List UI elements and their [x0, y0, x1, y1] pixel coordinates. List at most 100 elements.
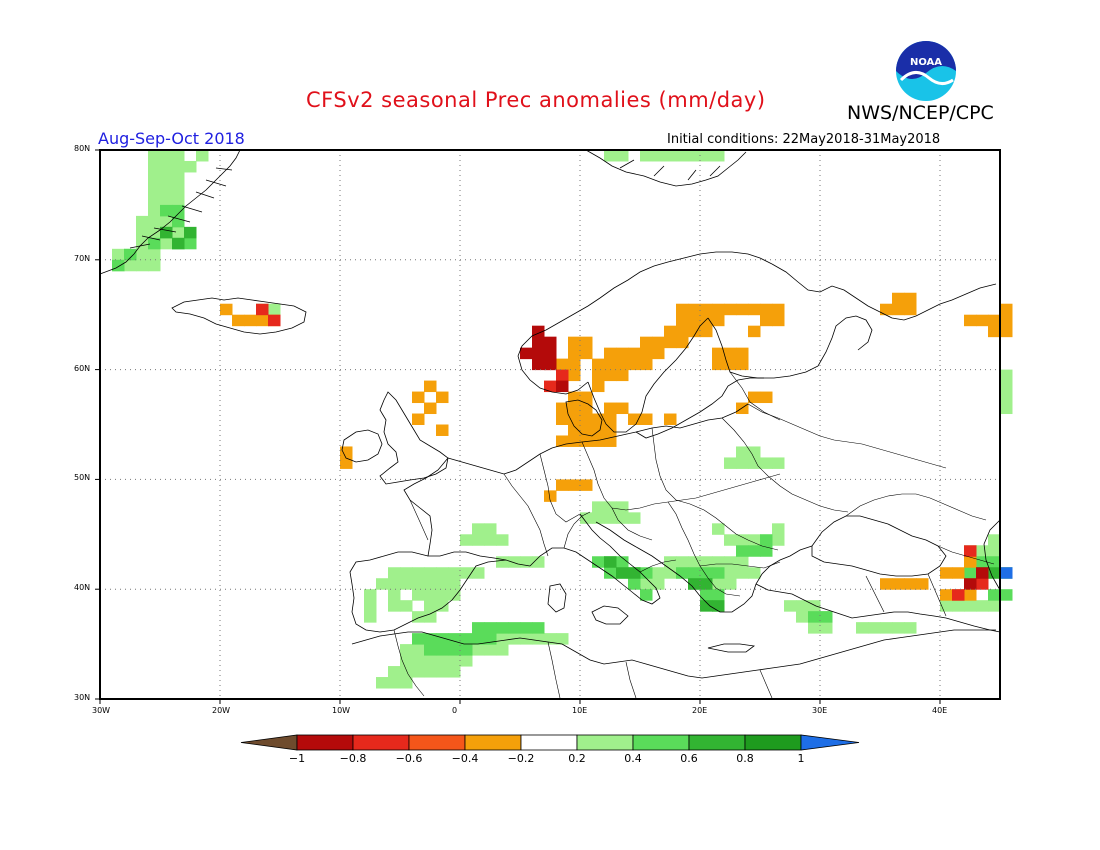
- anomaly-cell-positive-medium: [988, 556, 1001, 568]
- anomaly-cell-positive-medium: [424, 644, 437, 656]
- anomaly-cell-positive-medium: [172, 204, 185, 217]
- anomaly-cell-negative-light: [604, 424, 617, 436]
- anomaly-cell-positive-medium: [484, 633, 497, 645]
- anomaly-cell-positive-light: [544, 633, 557, 645]
- axis-ticks: [95, 149, 941, 704]
- anomaly-cell-negative-light: [580, 391, 593, 404]
- anomaly-cell-positive-light: [136, 248, 149, 261]
- latitude-label: 70N: [74, 253, 91, 263]
- anomaly-cell-negative-strong: [544, 336, 557, 349]
- anomaly-cell-positive-medium: [508, 622, 521, 634]
- anomaly-cell-positive-light: [160, 193, 173, 206]
- anomaly-cell-negative-light: [736, 358, 749, 371]
- svalbard-coast: [585, 149, 747, 187]
- anomaly-cell-positive-light: [172, 150, 185, 162]
- anomaly-cell-positive-light: [688, 556, 701, 568]
- anomaly-cell-negative-light: [748, 303, 761, 316]
- anomaly-cell-positive-light: [940, 600, 953, 612]
- caspian-coast: [983, 519, 1001, 591]
- anomaly-cell-negative-strong: [544, 358, 557, 371]
- anomaly-cell-positive-light: [160, 171, 173, 184]
- anomaly-cell-positive-light: [1000, 380, 1013, 393]
- country-borders: [393, 371, 995, 699]
- anomaly-cell-positive-light: [160, 160, 173, 173]
- anomaly-cell-positive-medium: [712, 589, 725, 601]
- anomaly-cell-positive-light: [976, 545, 989, 557]
- anomaly-cell-positive-medium: [436, 633, 449, 645]
- anomaly-cell-negative-light: [568, 413, 581, 425]
- anomaly-cell-positive-light: [436, 567, 449, 579]
- latitude-label: 50N: [74, 473, 91, 483]
- anomaly-cell-negative-light: [616, 347, 629, 360]
- anomaly-cell-positive-light: [724, 556, 737, 568]
- anomaly-cell-positive-light: [556, 633, 569, 645]
- anomaly-cell-positive-light: [148, 160, 161, 173]
- anomaly-cell-positive-medium: [604, 567, 617, 579]
- anomaly-cell-positive-medium: [1000, 589, 1013, 601]
- anomaly-cell-negative-light: [724, 358, 737, 371]
- anomaly-cell-positive-light: [148, 215, 161, 228]
- anomaly-cell-positive-light: [148, 226, 161, 239]
- anomaly-cell-positive-medium: [496, 622, 509, 634]
- anomaly-cell-positive-light: [604, 512, 617, 524]
- anomaly-cell-positive-light: [160, 182, 173, 195]
- anomaly-cell-positive-medium: [640, 567, 653, 579]
- anomaly-cell-positive-light: [388, 677, 401, 689]
- anomaly-cell-positive-medium: [448, 633, 461, 645]
- anomaly-cell-negative-light: [592, 413, 605, 425]
- iceland-coast: [171, 297, 307, 335]
- anomaly-cell-positive-light: [988, 534, 1001, 546]
- anomaly-cell-positive-light: [148, 248, 161, 261]
- longitude-label: 30E: [812, 706, 828, 715]
- anomaly-cell-positive-light: [736, 534, 749, 546]
- anomaly-cell-negative-light: [964, 589, 977, 601]
- anomaly-cell-negative-light: [592, 424, 605, 436]
- anomaly-cell-positive-medium: [820, 611, 833, 623]
- finland-coast: [707, 317, 819, 379]
- anomaly-cell-negative-light: [256, 314, 269, 327]
- anomaly-cell-negative-light: [340, 457, 353, 469]
- anomaly-cell-positive-light: [592, 501, 605, 513]
- svalbard-inner: [619, 159, 721, 181]
- anomaly-cell-positive-strong: [616, 567, 629, 579]
- anomaly-cell-positive-medium: [520, 622, 533, 634]
- anomaly-cell-positive-light: [808, 600, 821, 612]
- coastlines: [99, 149, 1001, 699]
- denmark-coast: [565, 399, 603, 437]
- anomaly-cell-positive-light: [448, 655, 461, 667]
- anomaly-cell-positive-light: [388, 589, 401, 601]
- anomaly-cell-positive-light: [412, 578, 425, 590]
- anomaly-cell-negative-light: [424, 380, 437, 393]
- anomaly-cell-positive-light: [508, 556, 521, 568]
- anomaly-cell-positive-strong: [628, 567, 641, 579]
- anomaly-cell-positive-light: [412, 567, 425, 579]
- anomaly-cell-negative-light: [880, 578, 893, 590]
- white-sea: [817, 315, 873, 367]
- anomaly-cell-negative-medium: [964, 545, 977, 557]
- anomaly-cell-positive-light: [196, 150, 209, 162]
- anomaly-cell-negative-light: [904, 578, 917, 590]
- anomaly-cell-positive-light: [448, 589, 461, 601]
- anomaly-cell-negative-light: [580, 402, 593, 415]
- anomaly-cell-negative-light: [892, 303, 905, 316]
- colorbar-tick-label: −0.4: [451, 752, 479, 765]
- anomaly-cell-positive-light: [436, 578, 449, 590]
- anomaly-cell-positive-light: [640, 150, 653, 162]
- anomaly-cell-positive-medium: [124, 248, 137, 261]
- sardinia-coast: [547, 583, 567, 613]
- anomaly-cell-negative-light: [340, 446, 353, 458]
- anomaly-cell-positive-light: [1000, 391, 1013, 404]
- anomaly-cell-positive-medium: [640, 589, 653, 601]
- sicily-coast: [591, 605, 629, 625]
- anomaly-cell-negative-light: [580, 479, 593, 491]
- anomaly-cell-positive-light: [424, 600, 437, 612]
- anomaly-cell-positive-light: [148, 150, 161, 162]
- longitude-label: 30W: [92, 706, 111, 715]
- anomaly-cell-positive-light: [124, 259, 137, 272]
- anomaly-cell-positive-light: [112, 248, 125, 261]
- colorbar-tick-label: −1: [288, 752, 306, 765]
- western-europe-coast: [447, 403, 749, 475]
- black-sea-coast: [811, 515, 947, 577]
- anomaly-cell-positive-light: [400, 655, 413, 667]
- anomaly-cell-negative-light: [664, 336, 677, 349]
